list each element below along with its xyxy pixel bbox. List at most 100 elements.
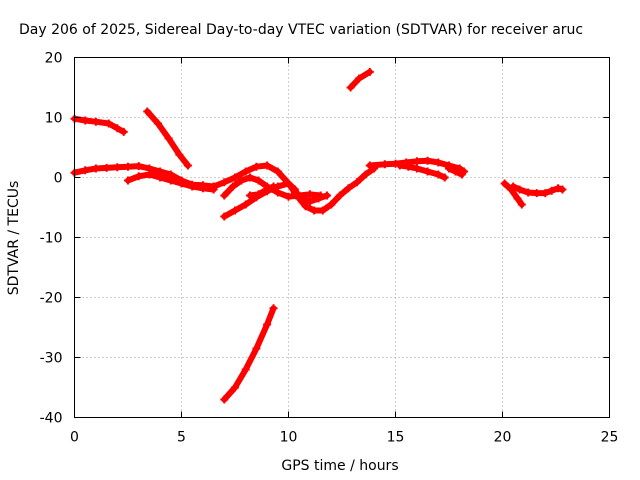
data-point [284, 192, 293, 201]
x-tick-label: 25 [601, 430, 619, 446]
x-tick-label: 20 [494, 430, 512, 446]
data-point [547, 186, 556, 195]
data-point [183, 161, 192, 170]
series-arc-2 [143, 107, 192, 170]
data-point [365, 67, 374, 76]
data-point [365, 161, 374, 170]
data-point [434, 158, 443, 167]
y-tick-label: -20 [40, 291, 63, 307]
plot-frame [74, 57, 610, 418]
data-point [124, 162, 132, 171]
data-point [241, 167, 250, 176]
y-tick-label: -30 [40, 351, 63, 367]
chart-title: Day 206 of 2025, Sidereal Day-to-day VTE… [19, 22, 583, 38]
data-point [254, 176, 263, 185]
data-point [352, 178, 361, 187]
data-point [344, 184, 353, 193]
data-point [395, 161, 404, 170]
data-point [301, 202, 310, 211]
y-tick-labels: -40 -30 -20 -10 0 10 20 [40, 51, 63, 427]
data-point [241, 200, 250, 209]
data-point [284, 179, 293, 188]
data-point [515, 185, 524, 194]
data-point [245, 191, 254, 200]
x-tick-label: 0 [70, 430, 79, 446]
y-tick-label: -40 [40, 411, 63, 427]
data-point [175, 150, 184, 159]
data-point [263, 320, 272, 329]
data-point [102, 163, 111, 172]
data-point [252, 344, 261, 353]
data-point [440, 173, 449, 182]
series-arc-10 [395, 161, 449, 182]
x-axis-title: GPS time / hours [281, 458, 398, 474]
x-tick-label: 5 [177, 430, 186, 446]
series-line [501, 180, 525, 208]
data-point [209, 185, 218, 194]
data-point [310, 206, 319, 215]
data-point [269, 182, 278, 191]
y-axis-title: SDTVAR / TECUs [6, 181, 22, 296]
data-point [434, 170, 443, 179]
data-point [153, 119, 162, 128]
y-tick-label: 10 [45, 111, 63, 127]
data-point [327, 200, 336, 209]
data-point [245, 173, 254, 182]
series-line [247, 183, 277, 199]
data-point [228, 182, 237, 191]
data-point [220, 191, 229, 200]
data-point [124, 176, 132, 185]
data-point [412, 157, 421, 166]
data-point [81, 116, 90, 125]
data-point [541, 189, 550, 198]
data-point [554, 184, 563, 193]
data-point [509, 182, 518, 191]
series-arc-11 [445, 164, 466, 179]
data-point [404, 162, 413, 171]
series-arc-14 [220, 304, 278, 404]
data-point [500, 179, 509, 188]
data-point [423, 156, 432, 165]
data-point [231, 173, 239, 182]
data-point [134, 162, 143, 171]
x-tick-labels: 0 5 10 15 20 25 [70, 430, 618, 446]
data-point [380, 160, 389, 169]
data-point [220, 212, 229, 221]
data-point [252, 162, 261, 171]
data-point [164, 134, 173, 143]
data-point [254, 190, 263, 199]
data-point [263, 185, 272, 194]
data-point [423, 167, 432, 176]
grid [74, 57, 610, 418]
data-point [346, 83, 355, 92]
data-point [177, 179, 186, 188]
data-point [220, 395, 229, 404]
series-arc-13 [509, 182, 567, 198]
series-arc-8 [245, 182, 278, 200]
data-point [241, 365, 250, 374]
data-point [305, 190, 314, 199]
x-tick-label: 10 [280, 430, 298, 446]
data-point [295, 194, 304, 203]
data-point [305, 197, 314, 206]
data-series-group [70, 67, 567, 404]
data-point [532, 189, 541, 198]
data-point [156, 173, 165, 182]
data-point [318, 206, 327, 215]
data-point [134, 172, 143, 181]
data-point [104, 119, 113, 128]
data-point [113, 163, 122, 172]
x-tick-label: 15 [387, 430, 405, 446]
data-point [263, 161, 272, 170]
data-point [517, 200, 526, 209]
data-point [188, 182, 197, 191]
y-tick-label: -10 [40, 231, 63, 247]
series-arc-3 [346, 67, 374, 92]
data-point [412, 164, 421, 173]
series-arc-1 [70, 114, 128, 136]
series-arc-5 [124, 170, 218, 194]
data-point [335, 191, 344, 200]
data-point [231, 206, 239, 215]
data-point [273, 167, 282, 176]
